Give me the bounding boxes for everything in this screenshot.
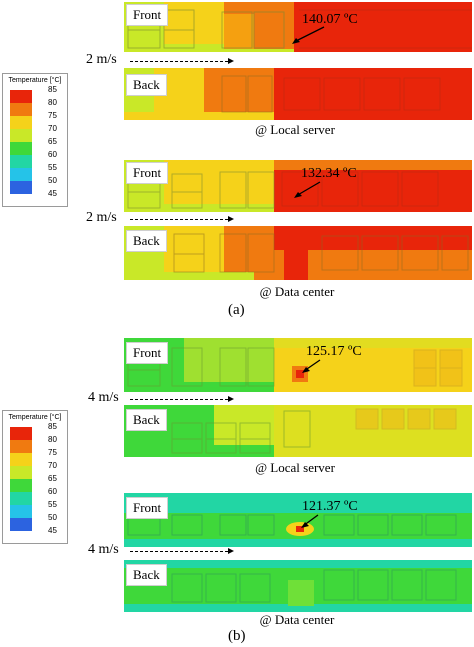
legend-swatch (10, 181, 32, 194)
airflow-arrow-line (130, 219, 228, 220)
legend-tick-label: 60 (48, 487, 57, 496)
legend-tick-label: 75 (48, 448, 57, 457)
legend-swatch (10, 440, 32, 453)
contour-a-local-back (124, 68, 472, 120)
legend-swatch (10, 453, 32, 466)
legend-swatch (10, 518, 32, 531)
airflow-speed: 4 m/s (88, 390, 119, 405)
back-label: Back (126, 74, 167, 96)
legend-title: Temperature [°C] (8, 77, 62, 84)
max-temp-arrow (292, 26, 325, 44)
legend-swatch (10, 155, 32, 168)
legend-swatch (10, 505, 32, 518)
legend-tick-label: 65 (48, 137, 57, 146)
legend-title: Temperature [°C] (8, 414, 62, 421)
legend-tick-label: 80 (48, 435, 57, 444)
max-temp-label: 121.37 ºC (302, 499, 358, 514)
panel-b-dc-front: Front 121.37 ºC (124, 493, 472, 547)
temperature-legend-a: Temperature [°C] 85 80 75 70 65 60 55 50 45 (2, 73, 68, 207)
caption-data-center: @ Data center (259, 284, 335, 299)
subfigure-label-a: (a) (228, 302, 245, 318)
legend-tick-label: 75 (48, 111, 57, 120)
legend-tick-label: 50 (48, 513, 57, 522)
subfigure-label-b: (b) (228, 628, 246, 644)
legend-swatch (10, 129, 32, 142)
legend-tick-label: 85 (48, 85, 57, 94)
contour-b-dc-back (124, 560, 472, 612)
airflow-speed: 2 m/s (86, 210, 117, 225)
panel-b-local-back: Back (124, 405, 472, 457)
airflow-arrow-line (130, 399, 228, 400)
legend-tick-label: 45 (48, 526, 57, 535)
legend-tick-label: 45 (48, 189, 57, 198)
legend-swatch (10, 427, 32, 440)
legend-tick-label: 80 (48, 98, 57, 107)
temperature-legend-b: Temperature [°C] 85 80 75 70 65 60 55 50 45 (2, 410, 68, 544)
max-temp-arrow (302, 359, 321, 373)
airflow-arrow-head (228, 548, 234, 554)
panel-a-dc-back: Back (124, 226, 472, 280)
front-label: Front (126, 342, 169, 364)
contour-a-dc-back (124, 226, 472, 280)
panel-a-local-back: Back (124, 68, 472, 120)
legend-swatch (10, 90, 32, 103)
airflow-arrow-head (228, 216, 234, 222)
legend-tick-label: 55 (48, 500, 57, 509)
legend-tick-label: 55 (48, 163, 57, 172)
airflow-arrow-line (130, 61, 228, 62)
airflow-arrow-line (130, 551, 228, 552)
airflow-speed: 4 m/s (88, 542, 119, 557)
airflow-arrow-head (228, 58, 234, 64)
legend-swatch (10, 168, 32, 181)
max-temp-arrow (301, 514, 319, 528)
contour-b-dc-front (124, 493, 472, 547)
panel-b-dc-back: Back (124, 560, 472, 612)
front-label: Front (126, 4, 169, 26)
max-temp-label: 132.34 ºC (301, 166, 357, 181)
legend-tick-label: 60 (48, 150, 57, 159)
legend-swatch (10, 492, 32, 505)
back-label: Back (126, 409, 167, 431)
front-label: Front (126, 497, 169, 519)
back-label: Back (126, 230, 167, 252)
legend-tick-label: 65 (48, 474, 57, 483)
legend-tick-label: 50 (48, 176, 57, 185)
airflow-speed: 2 m/s (86, 52, 117, 67)
panel-a-dc-front: Front 132.34 ºC (124, 160, 472, 212)
max-temp-label: 140.07 ºC (302, 12, 358, 27)
panel-a-local-front: Front 140.07 ºC (124, 2, 472, 52)
max-temp-label: 125.17 ºC (306, 344, 362, 359)
airflow-arrow-head (228, 396, 234, 402)
legend-tick-label: 70 (48, 124, 57, 133)
legend-tick-label: 85 (48, 422, 57, 431)
contour-b-local-back (124, 405, 472, 457)
panel-b-local-front: Front 125.17 ºC (124, 338, 472, 392)
front-label: Front (126, 162, 169, 184)
contour-a-dc-front (124, 160, 472, 212)
back-label: Back (126, 564, 167, 586)
caption-data-center: @ Data center (259, 612, 335, 627)
legend-swatch (10, 466, 32, 479)
legend-swatch (10, 479, 32, 492)
legend-swatch (10, 116, 32, 129)
legend-swatch (10, 103, 32, 116)
legend-swatch (10, 142, 32, 155)
caption-local-server: @ Local server (255, 460, 335, 475)
caption-local-server: @ Local server (255, 122, 335, 137)
legend-tick-label: 70 (48, 461, 57, 470)
max-temp-arrow (294, 181, 321, 198)
